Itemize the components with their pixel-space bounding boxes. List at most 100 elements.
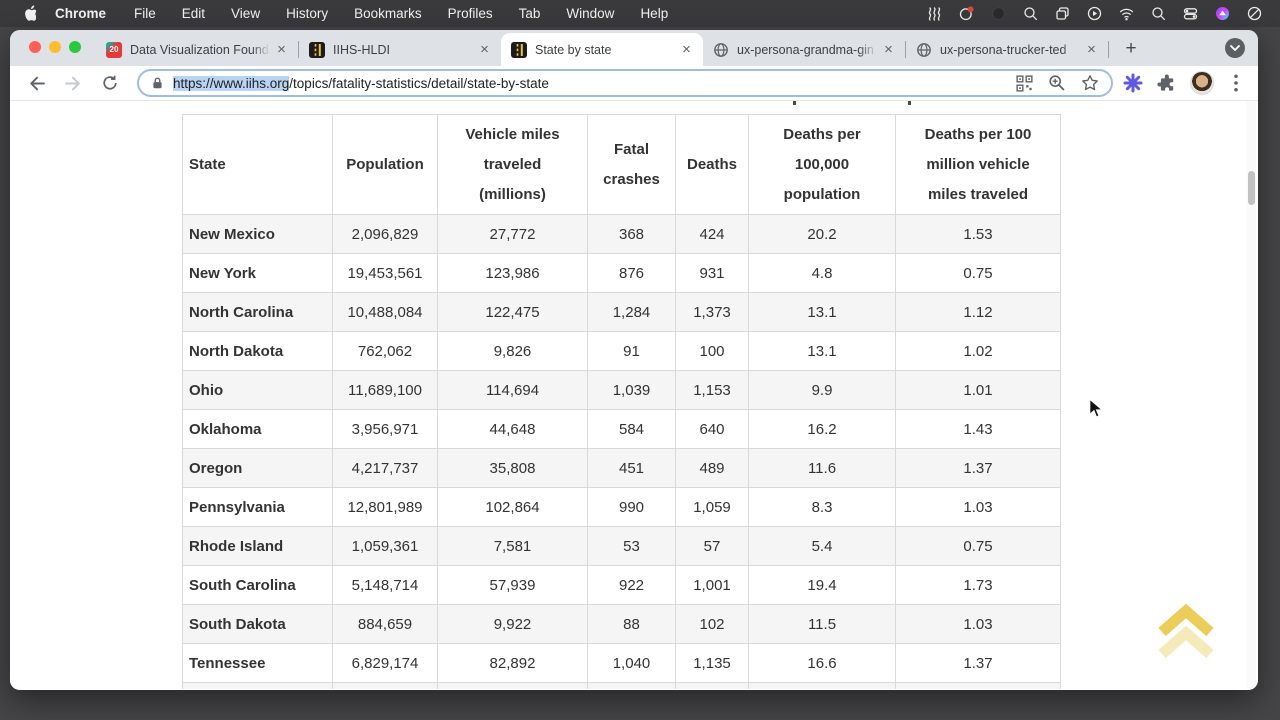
- kebab-menu-icon[interactable]: [1228, 74, 1244, 92]
- play-circle-icon[interactable]: [1087, 6, 1102, 21]
- tab-search-button[interactable]: [1225, 38, 1245, 58]
- table-row: Ohio 11,689,100 114,694 1,039 1,153 9.9 1.01: [182, 370, 1061, 410]
- value-cell: 114,694: [437, 370, 588, 410]
- dim-app-icon[interactable]: [991, 6, 1006, 21]
- value-cell: 12,801,989: [332, 487, 438, 527]
- menubar-status-icons: [927, 6, 1268, 21]
- back-button[interactable]: [24, 71, 48, 95]
- tab-ux-persona-grandma-gin[interactable]: ux-persona-grandma-gin ×: [703, 33, 905, 66]
- close-tab-icon[interactable]: ×: [1087, 41, 1096, 58]
- menu-item-help[interactable]: Help: [640, 6, 669, 21]
- tab-title: State by state: [535, 42, 612, 57]
- close-tab-icon[interactable]: ×: [277, 41, 286, 58]
- menu-item-view[interactable]: View: [231, 6, 261, 21]
- value-cell: 1.12: [895, 292, 1061, 332]
- menu-item-edit[interactable]: Edit: [181, 6, 206, 21]
- value-cell: 7,581: [437, 526, 588, 566]
- table-row: South Carolina 5,148,714 57,939 922 1,001 19.…: [182, 565, 1061, 605]
- mission-control-icon[interactable]: [1055, 6, 1070, 21]
- forward-button[interactable]: [61, 71, 85, 95]
- address-bar[interactable]: https://www.iihs.org/topics/fatality-sta…: [137, 69, 1113, 97]
- menu-item-window[interactable]: Window: [566, 6, 615, 21]
- zoom-lens-icon[interactable]: [1023, 6, 1038, 21]
- menu-item-bookmarks[interactable]: Bookmarks: [354, 6, 422, 21]
- app-waves-icon[interactable]: [927, 6, 942, 21]
- browser-window: 20 Data Visualization Founda × IIHS-HLDI × St…: [10, 30, 1258, 690]
- state-name-cell: North Dakota: [182, 331, 333, 371]
- back-to-top-button[interactable]: [1156, 595, 1216, 661]
- iihs-road-favicon: [309, 41, 325, 58]
- fatality-statistics-table: State Population Vehicle miles traveled (m…: [182, 114, 1061, 689]
- page-scrollbar[interactable]: [1247, 101, 1256, 689]
- value-cell: 91: [587, 331, 676, 371]
- column-header: Fatal crashes: [587, 114, 676, 215]
- globe-favicon: [714, 42, 728, 57]
- column-header: State: [182, 114, 333, 215]
- table-row: Oklahoma 3,956,971 44,648 584 640 16.2 1.43: [182, 409, 1061, 449]
- scrollbar-thumb[interactable]: [1248, 171, 1255, 205]
- value-cell: 640: [675, 409, 749, 449]
- close-window-button[interactable]: [29, 41, 41, 53]
- menu-item-chrome[interactable]: Chrome: [55, 6, 107, 21]
- window-controls: [29, 41, 81, 53]
- close-tab-icon[interactable]: ×: [480, 41, 489, 58]
- menu-item-tab[interactable]: Tab: [518, 6, 541, 21]
- value-cell: 5,148,714: [332, 565, 438, 605]
- close-tab-icon[interactable]: ×: [682, 41, 691, 58]
- value-cell: 102: [675, 604, 749, 644]
- value-cell: 1,039: [587, 370, 676, 410]
- tab-title: Data Visualization Founda: [130, 42, 273, 57]
- value-cell: [748, 682, 896, 689]
- wifi-icon[interactable]: [1119, 6, 1134, 21]
- value-cell: 122,475: [437, 292, 588, 332]
- tab-ux-persona-trucker-ted[interactable]: ux-persona-trucker-ted ×: [906, 33, 1108, 66]
- table-row: North Carolina 10,488,084 122,475 1,284 1,37…: [182, 292, 1061, 332]
- tab-data-visualization-founda[interactable]: 20 Data Visualization Founda ×: [96, 33, 298, 66]
- value-cell: 876: [587, 253, 676, 293]
- value-cell: 3,956,971: [332, 409, 438, 449]
- url-text[interactable]: https://www.iihs.org/topics/fatality-sta…: [173, 75, 1006, 91]
- do-not-disturb-icon[interactable]: [1247, 6, 1262, 21]
- tab-strip: 20 Data Visualization Founda × IIHS-HLDI × St…: [10, 30, 1258, 66]
- menu-item-profiles[interactable]: Profiles: [447, 6, 493, 21]
- table-row: South Dakota 884,659 9,922 88 102 11.5 1.03: [182, 604, 1061, 644]
- value-cell: 4.8: [748, 253, 896, 293]
- menu-item-history[interactable]: History: [286, 6, 329, 21]
- profile-avatar[interactable]: [1190, 71, 1214, 95]
- value-cell: 451: [587, 448, 676, 488]
- control-center-icon[interactable]: [1183, 6, 1198, 21]
- value-cell: 489: [675, 448, 749, 488]
- value-cell: [675, 682, 749, 689]
- state-name-cell: South Carolina: [182, 565, 333, 605]
- tab-title: ux-persona-trucker-ted: [940, 42, 1067, 57]
- spotlight-search-icon[interactable]: [1151, 6, 1166, 21]
- table-row: North Dakota 762,062 9,826 91 100 13.1 1.02: [182, 331, 1061, 371]
- new-tab-button[interactable]: +: [1125, 38, 1137, 59]
- tab-state-by-state[interactable]: State by state ×: [501, 33, 703, 66]
- value-cell: 1.53: [895, 214, 1061, 254]
- value-cell: 8.3: [748, 487, 896, 527]
- value-cell: 2,096,829: [332, 214, 438, 254]
- value-cell: 11,689,100: [332, 370, 438, 410]
- value-cell: 57: [675, 526, 749, 566]
- apple-menu-icon[interactable]: [22, 5, 37, 22]
- qr-code-icon[interactable]: [1016, 74, 1033, 92]
- tab-title: IIHS-HLDI: [333, 42, 390, 57]
- table-row: Rhode Island 1,059,361 7,581 53 57 5.4 0.75: [182, 526, 1061, 566]
- notification-badge-icon[interactable]: [959, 6, 974, 21]
- reload-button[interactable]: [98, 71, 122, 95]
- zoom-window-button[interactable]: [69, 41, 81, 53]
- minimize-window-button[interactable]: [49, 41, 61, 53]
- extension-asterisk-icon[interactable]: [1123, 73, 1143, 93]
- zoom-in-icon[interactable]: [1048, 74, 1066, 92]
- value-cell: 1,001: [675, 565, 749, 605]
- value-cell: 9,922: [437, 604, 588, 644]
- extensions-puzzle-icon[interactable]: [1157, 74, 1176, 93]
- menu-item-file[interactable]: File: [134, 6, 156, 21]
- tab-title: ux-persona-grandma-gin: [737, 42, 874, 57]
- bookmark-star-icon[interactable]: [1081, 74, 1099, 92]
- launchpad-colorful-icon[interactable]: [1215, 6, 1230, 21]
- value-cell: 57,939: [437, 565, 588, 605]
- close-tab-icon[interactable]: ×: [884, 41, 893, 58]
- tab-iihs-hldi[interactable]: IIHS-HLDI ×: [299, 33, 501, 66]
